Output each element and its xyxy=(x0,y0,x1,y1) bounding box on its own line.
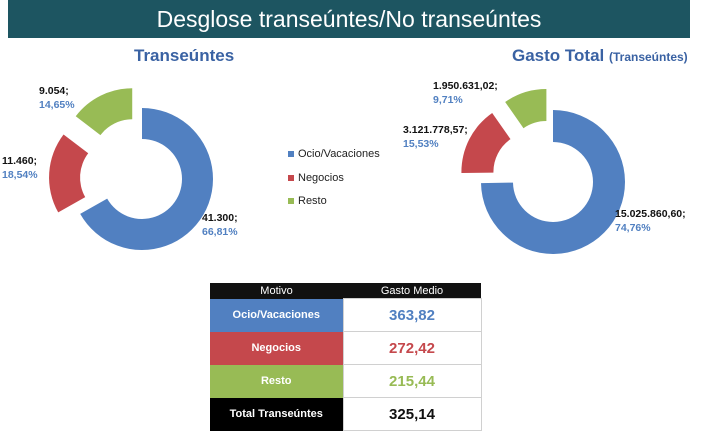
chart-subtitle-gasto: (Transeúntes) xyxy=(608,50,688,64)
value-label-ocio: 41.300; xyxy=(202,212,238,224)
legend-swatch-negocios xyxy=(288,174,294,181)
table-cell-gasto: 215,44 xyxy=(342,364,482,398)
gasto-medio-table: Motivo Gasto Medio Ocio/Vacaciones 363,8… xyxy=(210,283,482,431)
legend-label-ocio: Ocio/Vacaciones xyxy=(298,148,380,160)
table-cell-motivo: Negocios xyxy=(210,331,343,365)
slice-ocio xyxy=(481,110,625,254)
percent-label-negocios: 15,53% xyxy=(403,138,439,150)
page-title: Desglose transeúntes/No transeúntes xyxy=(8,0,690,38)
value-label-ocio: 15.025.860,60; xyxy=(615,208,686,220)
table-cell-motivo: Ocio/Vacaciones xyxy=(210,298,343,332)
table-cell-gasto: 272,42 xyxy=(342,331,482,365)
value-label-negocios: 11.460; xyxy=(2,155,37,167)
slice-resto xyxy=(75,88,133,136)
legend-swatch-resto xyxy=(288,198,294,204)
legend-swatch-ocio xyxy=(288,151,294,157)
percent-label-negocios: 18,54% xyxy=(2,169,38,181)
table-row: Resto 215,44 xyxy=(210,364,482,398)
table-header-gasto-medio: Gasto Medio xyxy=(343,283,481,299)
slice-negocios xyxy=(49,134,89,213)
chart-title-gasto-total: Gasto Total (Transeúntes) xyxy=(512,46,688,66)
table-row: Ocio/Vacaciones 363,82 xyxy=(210,298,482,332)
table-row: Negocios 272,42 xyxy=(210,331,482,365)
donut-chart-gasto-total: 15.025.860,60; 74,76% 3.121.778,57; 15,53% 1… xyxy=(403,80,686,254)
chart-title-transeuntes: Transeúntes xyxy=(134,46,235,65)
table-cell-gasto: 325,14 xyxy=(342,397,482,431)
slice-ocio xyxy=(80,108,213,250)
table-cell-motivo: Total Transeúntes xyxy=(210,397,343,431)
donut-chart-transeuntes: 41.300; 66,81% 11.460; 18,54% 9.054; 14,65% xyxy=(2,85,238,250)
percent-label-resto: 9,71% xyxy=(433,94,463,106)
percent-label-resto: 14,65% xyxy=(39,99,75,111)
legend-item-negocios: Negocios xyxy=(288,172,380,184)
value-label-resto: 9.054; xyxy=(39,85,69,97)
table-cell-gasto: 363,82 xyxy=(342,298,482,332)
chart-legend: Ocio/Vacaciones Negocios Resto xyxy=(288,148,380,219)
table-row-total: Total Transeúntes 325,14 xyxy=(210,397,482,431)
value-label-negocios: 3.121.778,57; xyxy=(403,124,468,136)
slice-negocios xyxy=(461,112,511,174)
legend-item-ocio: Ocio/Vacaciones xyxy=(288,148,380,160)
table-header-row: Motivo Gasto Medio xyxy=(210,283,481,299)
chart-title-gasto-main: Gasto Total xyxy=(512,46,605,65)
legend-item-resto: Resto xyxy=(288,195,380,207)
value-label-resto: 1.950.631,02; xyxy=(433,80,498,92)
percent-label-ocio: 66,81% xyxy=(202,226,238,238)
legend-label-negocios: Negocios xyxy=(298,171,344,184)
table-cell-motivo: Resto xyxy=(210,364,343,398)
legend-label-resto: Resto xyxy=(298,195,327,207)
percent-label-ocio: 74,76% xyxy=(615,222,651,234)
table-header-motivo: Motivo xyxy=(210,283,343,299)
slice-resto xyxy=(505,89,547,129)
